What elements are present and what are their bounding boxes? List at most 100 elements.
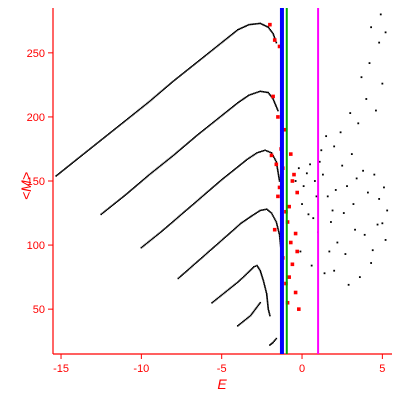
branch-1-point (55, 175, 58, 177)
branch-2-point (163, 161, 166, 164)
branch-1-point (189, 67, 191, 69)
branch-3-point (195, 200, 198, 203)
branch-1-point (139, 107, 142, 110)
branch-2-point (248, 94, 250, 96)
branch-3-point (223, 176, 225, 179)
branch-1-point (159, 91, 162, 94)
branch-3-point (210, 188, 212, 190)
branch-4-point (273, 216, 275, 219)
branch-2-point (269, 94, 272, 96)
branch-1-point (238, 28, 240, 30)
branch-6-point (242, 320, 244, 323)
branch-3-point (277, 172, 279, 174)
branch-2-point (132, 187, 135, 189)
branch-2-point (141, 179, 143, 182)
branch-2-point (257, 91, 260, 93)
branch-1-point (160, 90, 163, 93)
branch-6-point (249, 314, 252, 317)
branch-1-point (61, 170, 64, 172)
branch-1-point (191, 65, 194, 67)
branch-5-point (261, 275, 263, 278)
branch-1-point (113, 129, 115, 131)
branch-1-point (110, 131, 113, 133)
branch-2-point (245, 96, 248, 98)
branch-3-point (154, 235, 157, 238)
branch-1-point (233, 31, 235, 34)
branch-4-point (208, 250, 211, 253)
branch-4-point (242, 220, 245, 223)
branch-2-point (218, 116, 220, 119)
branch-3-point (197, 198, 200, 201)
black-scatter-point (383, 186, 385, 189)
branch-5-point (266, 302, 269, 304)
branch-2-point (165, 160, 167, 163)
branch-5-point (259, 269, 262, 272)
branch-4-point (217, 242, 219, 245)
branch-3-point (249, 156, 251, 159)
branch-1-point (225, 37, 228, 40)
black-scatter-point (355, 177, 358, 180)
branch-2-point (265, 91, 268, 94)
branch-3-point (207, 190, 210, 192)
branch-1-point (180, 74, 182, 76)
branch-5-point (257, 267, 260, 269)
branch-3-point (217, 182, 219, 184)
branch-2-point (123, 195, 125, 197)
branch-2-point (274, 103, 277, 106)
branch-2-point (194, 136, 196, 138)
black-scatter-point (331, 209, 334, 212)
branch-3-point (234, 168, 237, 170)
branch-2-point (179, 148, 182, 151)
branch-3-point (277, 170, 279, 173)
branch-1-point (80, 155, 82, 157)
branch-5-point (244, 274, 246, 277)
branch-1-point (119, 124, 122, 126)
branch-4-point (236, 225, 239, 228)
branch-6-point (251, 312, 254, 314)
y-tick-label: 200 (27, 112, 45, 124)
branch-1-point (111, 130, 114, 132)
black-scatter-point (323, 272, 326, 275)
branch-5-point (247, 271, 250, 273)
branch-4-point (245, 219, 247, 221)
branch-1-point (165, 86, 168, 88)
branch-1-point (213, 47, 215, 50)
branch-1-point (106, 134, 109, 136)
branch-1-point (114, 128, 116, 130)
branch-1-point (87, 149, 90, 151)
branch-1-point (85, 151, 87, 153)
branch-3-point (269, 151, 271, 153)
axis-layer: -15 -10 -5 0 5 50 100 150 200 250 (27, 48, 386, 375)
branch-1-point (101, 138, 104, 140)
red-scatter-point (272, 227, 277, 232)
red-scatter-point (295, 190, 300, 195)
branch-4-point (241, 221, 244, 224)
branch-1-point (153, 96, 156, 99)
branch-3-point (178, 215, 180, 218)
branch-6-point (254, 308, 257, 310)
branch-3-point (264, 149, 266, 152)
branch-3-point (167, 225, 169, 227)
branch-5-point (262, 280, 265, 282)
branch-3-point (186, 208, 189, 210)
branch-3-point (239, 164, 241, 166)
branch-5-point (240, 278, 243, 280)
branch-7-point (269, 344, 271, 346)
branch-2-point (130, 189, 133, 191)
red-scatter-point (290, 179, 295, 183)
branch-1-point (76, 158, 78, 161)
branch-2-point (101, 212, 104, 215)
branch-1-point (220, 41, 223, 44)
black-scatter-point (352, 203, 355, 205)
branch-1-point (263, 24, 266, 27)
black-scatter-point (354, 228, 356, 231)
branch-5-point (266, 297, 268, 300)
branch-1-point (155, 94, 158, 97)
branch-2-point (181, 147, 183, 149)
branch-3-point (273, 157, 276, 160)
branch-1-point (57, 173, 60, 175)
branch-2-point (225, 110, 228, 113)
black-scatter-point (384, 239, 387, 241)
branch-1-point (254, 23, 257, 25)
branch-2-point (152, 170, 155, 173)
